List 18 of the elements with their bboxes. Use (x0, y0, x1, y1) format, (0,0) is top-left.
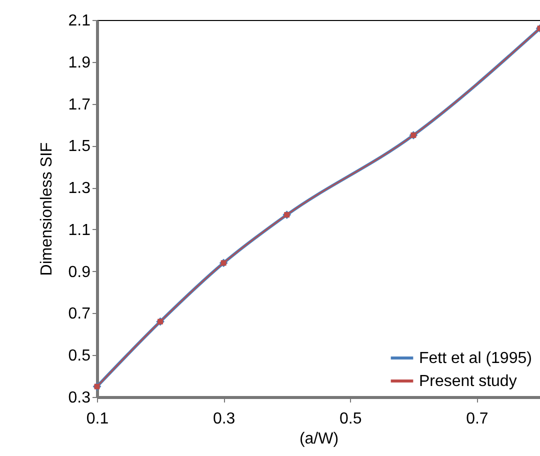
x-tick-label: 0.3 (212, 410, 236, 428)
y-tick-label: 0.7 (68, 306, 91, 323)
y-axis-title: Dimensionless SIF (38, 142, 56, 276)
x-tick-label: 0.5 (340, 410, 362, 428)
legend-label: Fett et al (1995) (419, 350, 532, 367)
y-tick-label: 1.5 (68, 138, 91, 156)
y-tick-label: 2.1 (68, 12, 91, 30)
y-tick-label: 1.7 (68, 96, 91, 114)
y-tick-label: 0.9 (68, 264, 91, 281)
y-tick-label: 0.3 (68, 390, 91, 406)
y-tick-label: 0.5 (68, 348, 91, 365)
y-tick-label: 1.3 (68, 180, 91, 198)
y-tick-label: 1.1 (68, 222, 91, 239)
x-tick-label: 0.1 (86, 410, 109, 428)
x-tick-label: 0.7 (466, 410, 488, 428)
legend-label: Present study (419, 373, 517, 390)
y-tick-label: 1.9 (68, 54, 91, 72)
x-axis-title: (a/W) (299, 430, 339, 448)
